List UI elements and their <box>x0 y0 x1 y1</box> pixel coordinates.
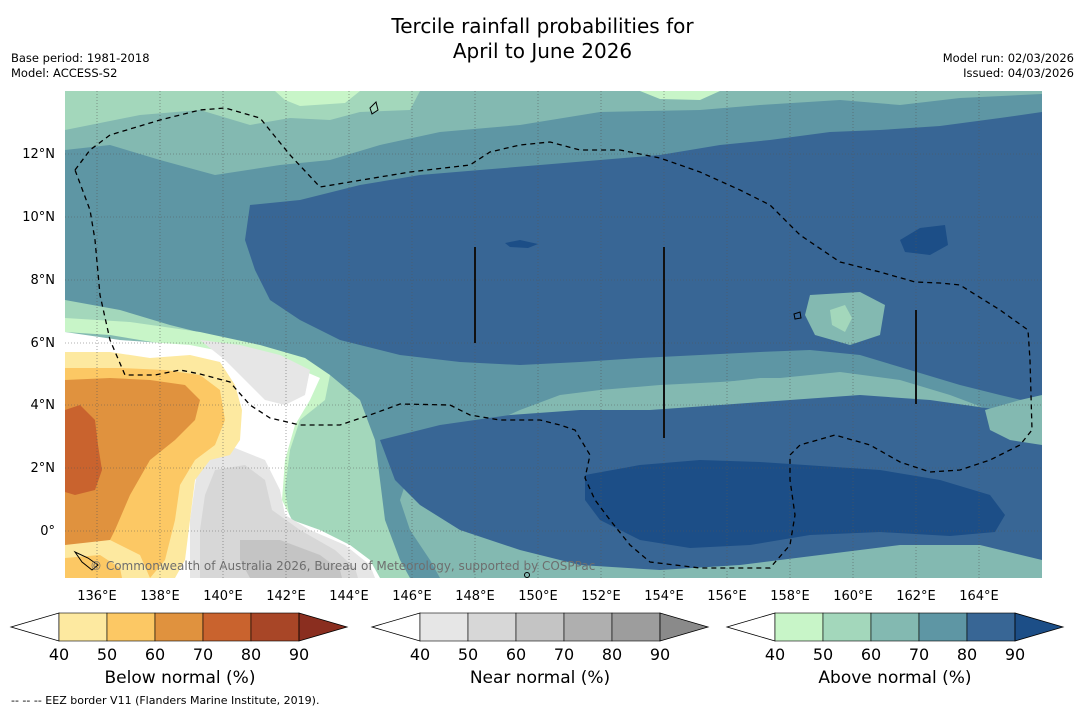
colorbar-above-tick: 90 <box>1005 645 1025 664</box>
lat-label: 12°N <box>22 147 55 162</box>
islands <box>73 101 802 578</box>
lon-label: 158°E <box>770 589 810 604</box>
colorbar-above-segment <box>918 612 968 642</box>
lon-labels: 136°E 138°E 140°E 142°E 144°E 146°E 148°… <box>77 589 999 604</box>
lon-label: 144°E <box>329 589 369 604</box>
colorbar-below-tick: 80 <box>241 645 261 664</box>
field-below-50-sw <box>65 555 122 578</box>
base-period: Base period: 1981-2018 <box>11 51 150 65</box>
colorbar-near-tick: 50 <box>458 645 478 664</box>
lon-label: 136°E <box>77 589 117 604</box>
gridlines <box>65 91 1042 578</box>
eez-footnote: -- -- -- EEZ border V11 (Flanders Marine… <box>11 694 320 707</box>
colorbar-near-tick: 80 <box>602 645 622 664</box>
lat-label: 8°N <box>31 273 56 288</box>
map-title: Tercile rainfall probabilities for April… <box>0 14 1085 64</box>
field-above-90 <box>585 460 1005 548</box>
colorbar-below-segment <box>106 612 156 642</box>
colorbar-below-segment <box>58 612 108 642</box>
colorbar-above-tick: 80 <box>957 645 977 664</box>
colorbar-above-segment <box>822 612 872 642</box>
probability-field <box>65 91 1042 578</box>
field-near-70-south <box>240 540 342 578</box>
lon-label: 146°E <box>392 589 432 604</box>
lon-label: 164°E <box>959 589 999 604</box>
field-below-70 <box>65 405 102 495</box>
copyright-text: © Commonwealth of Australia 2026, Bureau… <box>90 559 595 573</box>
lon-label: 140°E <box>203 589 243 604</box>
colorbars: 40 50 60 70 80 90 40 50 60 70 80 90 40 50 60 70 80 90 <box>9 612 1065 664</box>
colorbar-above-tick: 40 <box>765 645 785 664</box>
lon-label: 138°E <box>140 589 180 604</box>
colorbar-above-extend-low <box>725 612 776 642</box>
colorbar-near-tick: 60 <box>506 645 526 664</box>
colorbar-below-extend-high <box>298 612 349 642</box>
field-above-40-north-2 <box>640 91 720 100</box>
colorbar-below-tick: 70 <box>193 645 213 664</box>
colorbar-below-segment <box>202 612 252 642</box>
above-normal-label: Above normal (%) <box>818 668 972 688</box>
field-above-40-north <box>275 91 360 106</box>
field-above-50-east <box>830 305 852 332</box>
colorbar-above-segment <box>774 612 824 642</box>
lon-label: 152°E <box>581 589 621 604</box>
lat-labels: 12°N 10°N 8°N 6°N 4°N 2°N 0° <box>22 147 55 539</box>
colorbar-near-segment <box>467 612 517 642</box>
model-name: Model: ACCESS-S2 <box>11 66 118 80</box>
colorbar-above-tick: 50 <box>813 645 833 664</box>
title-line-2: April to June 2026 <box>452 39 633 63</box>
lon-label: 142°E <box>266 589 306 604</box>
colorbar-above-segment <box>870 612 920 642</box>
field-above-60-east3 <box>985 395 1042 445</box>
colorbar-below-tick: 40 <box>49 645 69 664</box>
lon-label: 154°E <box>644 589 684 604</box>
colorbar-below-extend-low <box>9 612 60 642</box>
field-above-90-small <box>505 240 538 248</box>
colorbar-above-tick: 70 <box>909 645 929 664</box>
lat-label: 2°N <box>31 461 56 476</box>
field-below-60 <box>65 378 200 578</box>
near-normal-label: Near normal (%) <box>469 668 611 688</box>
below-normal-label: Below normal (%) <box>104 668 256 688</box>
colorbar-below-segment <box>250 612 300 642</box>
meta-right: Model run: 02/03/2026 Issued: 04/03/2026 <box>943 51 1074 81</box>
colorbar-near-tick: 40 <box>410 645 430 664</box>
colorbar-near-extend-low <box>370 612 421 642</box>
lon-label: 148°E <box>455 589 495 604</box>
lon-label: 162°E <box>896 589 936 604</box>
colorbar-above-tick: 60 <box>861 645 881 664</box>
field-above-60-east2 <box>700 378 850 397</box>
field-above-50-west <box>65 300 410 578</box>
lon-label: 156°E <box>707 589 747 604</box>
colorbar-below-tick: 90 <box>289 645 309 664</box>
colorbar-above-segment <box>966 612 1016 642</box>
field-above-90-east <box>900 225 948 255</box>
field-near-60-south <box>200 465 358 578</box>
issued-date: Issued: 04/03/2026 <box>963 66 1074 80</box>
lat-label: 0° <box>40 524 55 539</box>
colorbar-near-segment <box>611 612 661 642</box>
field-near-50 <box>200 340 310 405</box>
colorbar-below-segment <box>154 612 204 642</box>
colorbar-below-tick: 50 <box>97 645 117 664</box>
colorbar-near-segment <box>419 612 469 642</box>
lon-label: 150°E <box>518 589 558 604</box>
colorbar-below-tick: 60 <box>145 645 165 664</box>
colorbar-near-extend-high <box>659 612 710 642</box>
lat-label: 4°N <box>31 398 56 413</box>
colorbar-near-tick: 70 <box>554 645 574 664</box>
lon-label: 160°E <box>833 589 873 604</box>
model-run: Model run: 02/03/2026 <box>942 51 1074 65</box>
colorbar-near-tick: 90 <box>650 645 670 664</box>
lat-label: 10°N <box>22 210 55 225</box>
lat-label: 6°N <box>31 336 56 351</box>
colorbar-above-extend-high <box>1014 612 1065 642</box>
colorbar-near-segment <box>515 612 565 642</box>
meta-left: Base period: 1981-2018 Model: ACCESS-S2 <box>11 51 150 81</box>
title-line-1: Tercile rainfall probabilities for <box>391 14 694 38</box>
colorbar-near-segment <box>563 612 613 642</box>
boundary-lines <box>474 247 917 438</box>
eez-border <box>74 107 1033 569</box>
